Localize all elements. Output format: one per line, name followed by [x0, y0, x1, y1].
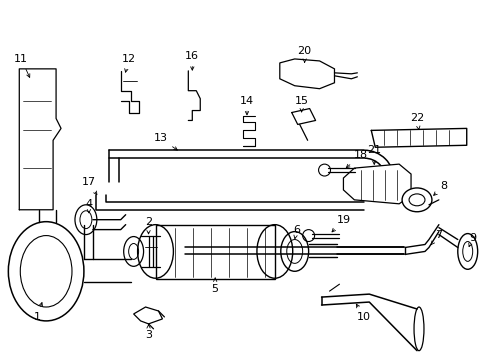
- Text: 22: 22: [409, 113, 423, 130]
- Text: 18: 18: [346, 150, 367, 168]
- Text: 10: 10: [356, 304, 370, 322]
- Polygon shape: [279, 59, 334, 89]
- Bar: [155, 225, 274, 279]
- Ellipse shape: [401, 188, 431, 212]
- Text: 2: 2: [144, 217, 152, 234]
- Text: 16: 16: [185, 51, 199, 70]
- Text: 19: 19: [331, 215, 350, 232]
- Text: 7: 7: [430, 230, 442, 245]
- Text: 3: 3: [145, 324, 152, 340]
- Text: 4: 4: [85, 199, 92, 213]
- Text: 15: 15: [294, 96, 308, 112]
- Text: 13: 13: [153, 133, 177, 150]
- Text: 8: 8: [433, 181, 447, 195]
- Polygon shape: [343, 164, 410, 204]
- Text: 5: 5: [211, 278, 218, 294]
- Polygon shape: [133, 307, 162, 324]
- Text: 11: 11: [14, 54, 30, 77]
- Text: 14: 14: [240, 96, 254, 115]
- Text: 1: 1: [34, 303, 42, 322]
- Text: 12: 12: [122, 54, 136, 72]
- Text: 17: 17: [81, 177, 97, 195]
- Text: 9: 9: [468, 233, 475, 247]
- Text: 20: 20: [297, 46, 311, 62]
- Text: 6: 6: [293, 225, 300, 239]
- Text: 21: 21: [366, 145, 381, 165]
